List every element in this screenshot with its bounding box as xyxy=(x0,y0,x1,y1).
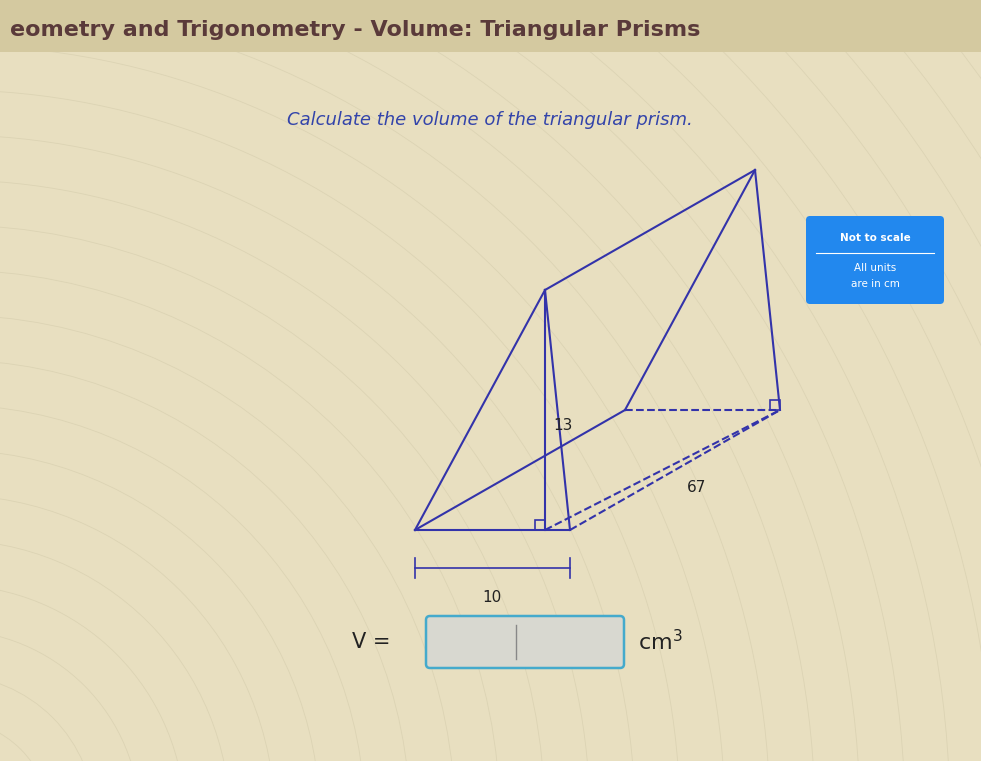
Text: eometry and Trigonometry - Volume: Triangular Prisms: eometry and Trigonometry - Volume: Trian… xyxy=(10,20,700,40)
Polygon shape xyxy=(0,0,981,52)
Text: All units: All units xyxy=(853,263,896,273)
Text: 67: 67 xyxy=(687,480,706,495)
Text: 10: 10 xyxy=(483,590,501,605)
Text: V =: V = xyxy=(351,632,390,652)
FancyBboxPatch shape xyxy=(426,616,624,668)
FancyBboxPatch shape xyxy=(806,216,944,304)
Text: 13: 13 xyxy=(553,418,572,432)
Text: are in cm: are in cm xyxy=(851,279,900,289)
Text: Not to scale: Not to scale xyxy=(840,233,910,243)
Text: cm$^3$: cm$^3$ xyxy=(638,629,683,654)
Text: Calculate the volume of the triangular prism.: Calculate the volume of the triangular p… xyxy=(287,111,693,129)
